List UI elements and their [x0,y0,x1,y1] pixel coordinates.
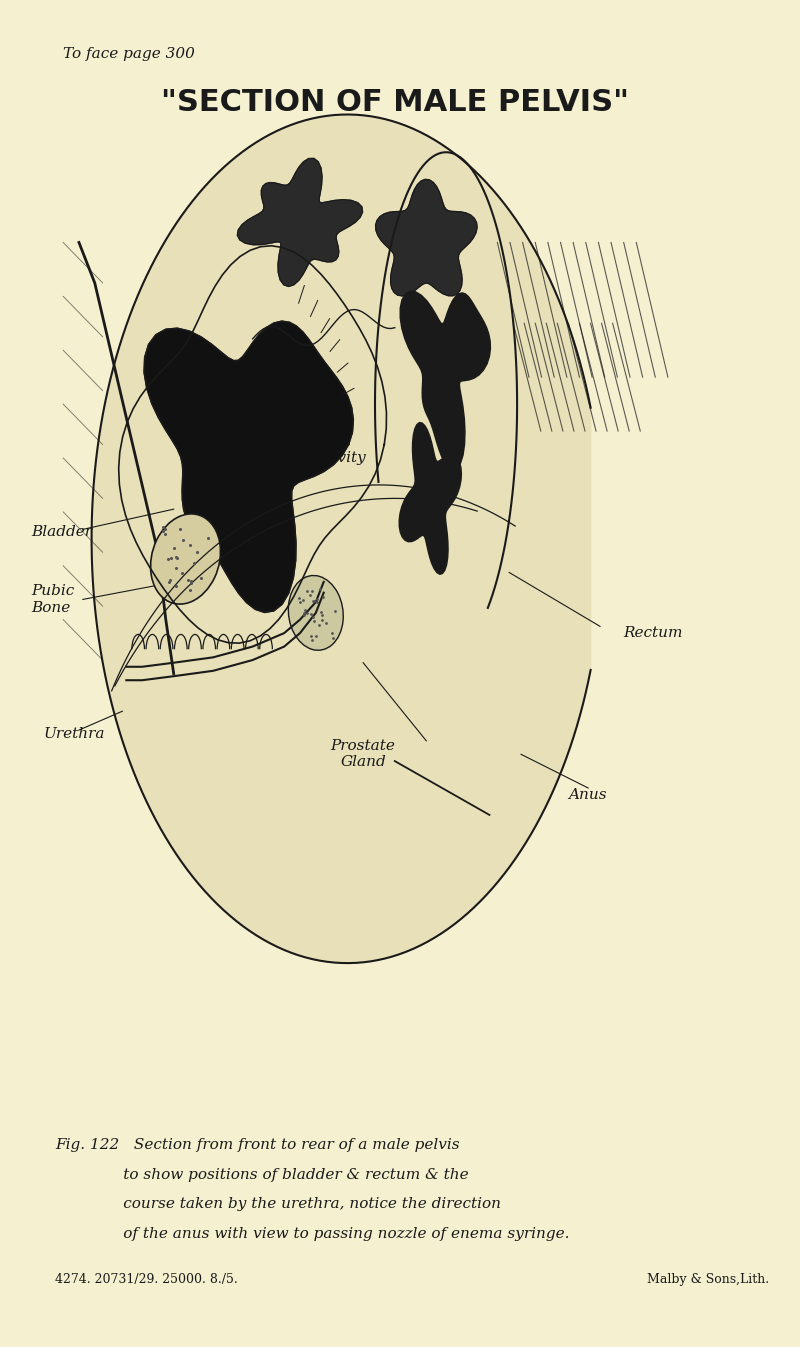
Text: course taken by the urethra, notice the direction: course taken by the urethra, notice the … [55,1197,502,1211]
Polygon shape [92,114,590,963]
Ellipse shape [150,515,221,603]
Text: To face page 300: To face page 300 [63,47,195,61]
Text: Pubic
Bone: Pubic Bone [31,585,75,614]
Text: Rectum: Rectum [624,626,683,640]
Text: Prostate
Gland: Prostate Gland [330,740,395,769]
Polygon shape [144,321,354,613]
Text: Fig. 122   Section from front to rear of a male pelvis: Fig. 122 Section from front to rear of a… [55,1138,460,1152]
Text: Anus: Anus [569,788,607,801]
Text: to show positions of bladder & rectum & the: to show positions of bladder & rectum & … [55,1168,469,1181]
Polygon shape [399,423,462,574]
Text: Peritoneal Cavity: Peritoneal Cavity [234,451,366,465]
Polygon shape [238,159,362,287]
Text: Urethra: Urethra [43,727,105,741]
Text: "SECTION OF MALE PELVIS": "SECTION OF MALE PELVIS" [161,88,629,117]
Text: Malby & Sons,Lith.: Malby & Sons,Lith. [647,1273,770,1286]
Text: 4274. 20731/29. 25000. 8./5.: 4274. 20731/29. 25000. 8./5. [55,1273,238,1286]
Text: of the anus with view to passing nozzle of enema syringe.: of the anus with view to passing nozzle … [55,1227,570,1241]
Ellipse shape [288,575,343,651]
Polygon shape [400,291,490,470]
Polygon shape [376,179,477,296]
Text: Bladder: Bladder [31,525,93,539]
